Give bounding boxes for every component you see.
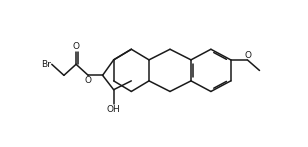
Text: O: O (244, 51, 251, 60)
Text: Br: Br (41, 60, 51, 69)
Text: O: O (84, 76, 91, 85)
Text: OH: OH (107, 105, 120, 114)
Text: O: O (73, 42, 79, 51)
